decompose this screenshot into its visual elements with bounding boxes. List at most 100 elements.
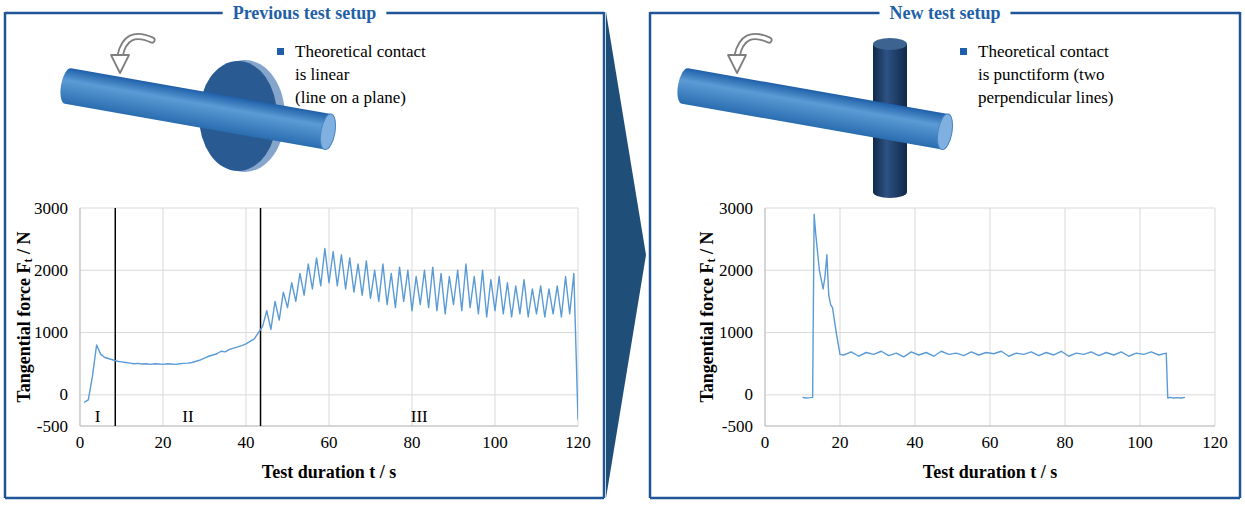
grid-line-x: [990, 208, 991, 426]
grid-line-y: [765, 270, 1215, 271]
grid-line-x: [840, 208, 841, 426]
phase-boundary: [260, 208, 262, 426]
grid-line-x: [246, 208, 247, 426]
x-axis-line: [765, 426, 1215, 427]
y-tick-label: 2000: [719, 261, 753, 280]
frame-top: [5, 12, 223, 15]
bullet-text: (line on a plane): [295, 88, 406, 107]
frame-left: [4, 12, 7, 498]
post-top: [873, 38, 907, 50]
x-tick-label: 80: [404, 433, 421, 452]
x-tick-label: 0: [76, 433, 85, 452]
y-tick-label: 1000: [719, 323, 753, 342]
panel-title: New test setup: [890, 3, 1001, 23]
figure: Previous test setup Theoretical contact is…: [0, 0, 1245, 506]
grid-line-x: [412, 208, 413, 426]
grid-line-y: [80, 270, 578, 271]
y-title-part: Tangential force F: [697, 263, 717, 403]
grid-line-x: [329, 208, 330, 426]
x-tick-label: 120: [1202, 433, 1228, 452]
series-line: [84, 248, 578, 419]
grid-line-y: [765, 208, 1215, 209]
y-title-part: Tangential force F: [14, 263, 34, 403]
shaft-end: [318, 113, 338, 151]
shaft-end: [935, 113, 955, 151]
x-axis-title: Test duration t / s: [262, 462, 396, 482]
frame-top: [386, 12, 604, 15]
phase-label: III: [411, 407, 428, 426]
data-group: [84, 208, 578, 426]
grid-line-y: [80, 208, 578, 209]
x-tick-label: 80: [1057, 433, 1074, 452]
bullet-text: perpendicular lines): [978, 88, 1113, 107]
x-tick-label: 100: [1127, 433, 1153, 452]
frame-right: [1239, 12, 1242, 498]
phase-boundary: [115, 208, 117, 426]
grid-line-x: [765, 208, 766, 426]
y-axis-line: [765, 208, 766, 426]
frame-top: [1010, 12, 1240, 15]
frame-left: [649, 12, 652, 498]
y-title-part: / N: [14, 231, 34, 258]
x-tick-label: 0: [761, 433, 770, 452]
y-tick-label: 2000: [34, 261, 68, 280]
grid-line-y: [80, 332, 578, 333]
y-axis-line: [80, 208, 81, 426]
panel-title: Previous test setup: [233, 3, 377, 23]
rotation-arrow: [111, 36, 152, 73]
rotation-arrow: [728, 36, 769, 73]
arrow-arc: [737, 36, 769, 56]
x-axis-title: Test duration t / s: [923, 462, 1057, 482]
bullet-text: is linear: [295, 65, 350, 84]
y-tick-label: 3000: [719, 199, 753, 218]
grid-line-x: [495, 208, 496, 426]
x-axis-line: [80, 426, 578, 427]
y-title-part: / N: [697, 231, 717, 258]
bullet: [960, 48, 967, 55]
frame-right: [603, 12, 606, 498]
y-axis-title: Tangential force Ft / N: [697, 231, 718, 402]
frame-top: [650, 12, 880, 15]
grid-line-x: [1215, 208, 1216, 426]
grid-line-y: [80, 394, 578, 395]
grid-line-x: [1065, 208, 1066, 426]
bullet-text: is punctiform (two: [978, 65, 1105, 84]
shaft: [675, 67, 955, 151]
x-tick-label: 60: [982, 433, 999, 452]
y-tick-label: 0: [745, 385, 754, 404]
arrow-arc-inner: [737, 36, 769, 56]
x-tick-label: 40: [238, 433, 255, 452]
phase-label: II: [182, 407, 194, 426]
arrow-head: [111, 55, 129, 73]
x-tick-label: 100: [482, 433, 508, 452]
series-line: [803, 214, 1186, 398]
y-tick-label: -500: [37, 417, 68, 436]
x-tick-label: 20: [155, 433, 172, 452]
x-tick-label: 120: [565, 433, 591, 452]
x-tick-label: 20: [832, 433, 849, 452]
y-tick-label: 1000: [34, 323, 68, 342]
y-axis-title: Tangential force Ft / N: [14, 231, 35, 402]
y-tick-label: 3000: [34, 199, 68, 218]
grid-line-y: [765, 426, 1215, 427]
grid-line-x: [163, 208, 164, 426]
grid-line-y: [80, 426, 578, 427]
chevron: [606, 12, 646, 498]
grid-line-x: [80, 208, 81, 426]
bullet-text: Theoretical contact: [978, 42, 1109, 61]
frame-bottom: [650, 497, 1240, 500]
y-tick-label: 0: [60, 385, 69, 404]
bullet: [277, 48, 284, 55]
data-group: [803, 214, 1186, 398]
chart: 0 20 40 60 80 100 120 -500 0 1000 2000 3000 Test dur…: [14, 199, 591, 483]
grid-line-x: [915, 208, 916, 426]
arrow-head: [728, 55, 746, 73]
arrow-arc-inner: [120, 36, 152, 56]
frame-bottom: [5, 497, 604, 500]
x-tick-label: 60: [321, 433, 338, 452]
bullet-text: Theoretical contact: [295, 42, 426, 61]
grid-line-y: [765, 332, 1215, 333]
x-tick-label: 40: [907, 433, 924, 452]
chart: 020406080100120-5000100020003000Test dur…: [697, 199, 1228, 483]
shaft-body: [675, 67, 955, 151]
